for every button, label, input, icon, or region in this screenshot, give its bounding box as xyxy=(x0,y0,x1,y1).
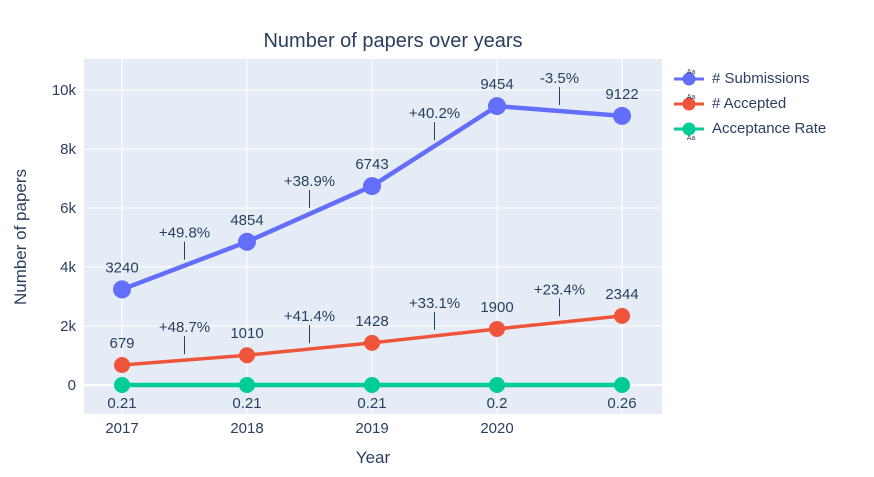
svg-text:Aa: Aa xyxy=(687,94,696,101)
legend-item-accepted[interactable]: Aa # Accepted xyxy=(672,91,826,116)
x-tick-label: 2020 xyxy=(480,420,513,437)
point-value-label: 1428 xyxy=(355,313,388,330)
chart-title: Number of papers over years xyxy=(263,30,523,52)
change-percent-label: -3.5% xyxy=(540,70,579,87)
change-percent-label: +40.2% xyxy=(409,105,460,122)
data-point[interactable] xyxy=(489,320,505,337)
data-point[interactable] xyxy=(364,377,380,393)
legend-label: # Submissions xyxy=(712,70,810,87)
x-tick-label: 2019 xyxy=(355,420,388,437)
plot-background xyxy=(84,59,662,414)
y-tick-label: 4k xyxy=(60,259,76,276)
data-point[interactable] xyxy=(363,177,381,196)
data-point[interactable] xyxy=(489,377,505,393)
change-percent-label: +38.9% xyxy=(284,173,335,190)
legend-label: # Accepted xyxy=(712,95,787,112)
y-tick-label: 0 xyxy=(68,377,76,394)
point-value-label: 0.21 xyxy=(232,395,261,412)
x-axis-title: Year xyxy=(355,448,391,467)
svg-text:Aa: Aa xyxy=(687,69,696,76)
legend-marker-acceptance-rate-icon: Aa xyxy=(674,122,704,141)
change-percent-label: +33.1% xyxy=(409,295,460,312)
change-percent-label: +41.4% xyxy=(284,308,335,325)
data-point[interactable] xyxy=(238,232,256,251)
point-value-label: 3240 xyxy=(105,259,138,276)
data-point[interactable] xyxy=(614,377,630,393)
y-tick-label: 8k xyxy=(60,141,76,158)
point-value-label: 0.2 xyxy=(487,395,508,412)
point-value-label: 0.21 xyxy=(107,395,136,412)
point-value-label: 2344 xyxy=(605,286,638,303)
point-value-label: 4854 xyxy=(230,212,263,229)
change-percent-label: +48.7% xyxy=(159,319,210,336)
point-value-label: 679 xyxy=(109,335,134,352)
x-tick-label: 2017 xyxy=(105,420,138,437)
change-percent-label: +23.4% xyxy=(534,281,585,298)
point-value-label: 9454 xyxy=(480,76,513,93)
change-percent-label: +49.8% xyxy=(159,225,210,242)
point-value-label: 1900 xyxy=(480,299,513,316)
legend-marker-submissions-icon: Aa xyxy=(674,69,704,85)
y-axis-title: Number of papers xyxy=(11,168,30,306)
data-point[interactable] xyxy=(239,347,255,364)
y-tick-label: 10k xyxy=(52,82,77,99)
point-value-label: 1010 xyxy=(230,325,263,342)
legend-item-acceptance-rate[interactable]: Aa Acceptance Rate xyxy=(672,116,826,141)
point-value-label: 9122 xyxy=(605,86,638,103)
data-point[interactable] xyxy=(113,280,131,299)
data-point[interactable] xyxy=(114,377,130,393)
data-point[interactable] xyxy=(613,106,631,125)
x-tick-label: 2018 xyxy=(230,420,263,437)
legend-item-submissions[interactable]: Aa # Submissions xyxy=(672,66,826,91)
legend: Aa # Submissions Aa # Accepted Aa Accept… xyxy=(672,66,826,141)
data-point[interactable] xyxy=(239,377,255,393)
point-value-label: 0.26 xyxy=(607,395,636,412)
y-tick-label: 2k xyxy=(60,318,76,335)
svg-text:Aa: Aa xyxy=(687,135,696,141)
legend-marker-accepted-icon: Aa xyxy=(674,94,704,110)
point-value-label: 0.21 xyxy=(357,395,386,412)
data-point[interactable] xyxy=(114,356,130,373)
legend-label: Acceptance Rate xyxy=(712,120,827,137)
data-point[interactable] xyxy=(364,334,380,351)
data-point[interactable] xyxy=(614,307,630,324)
data-point[interactable] xyxy=(488,97,506,116)
point-value-label: 6743 xyxy=(355,156,388,173)
y-tick-label: 6k xyxy=(60,200,76,217)
